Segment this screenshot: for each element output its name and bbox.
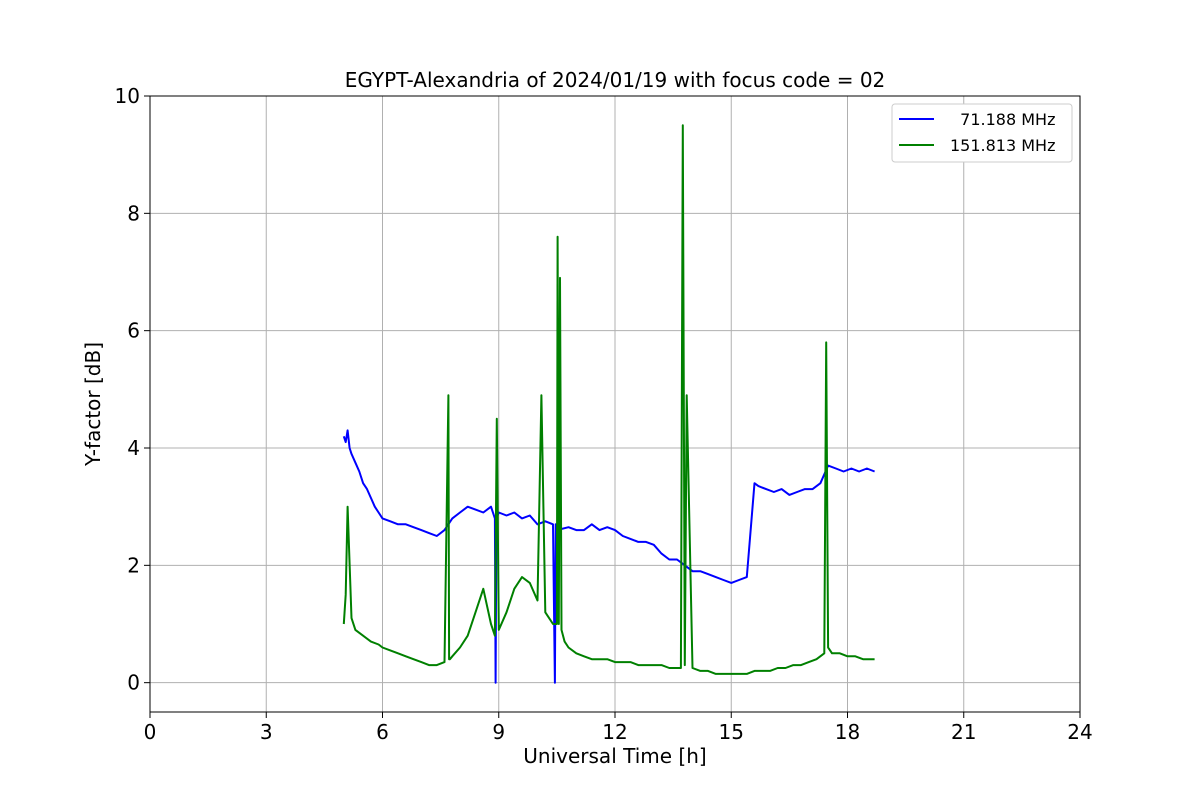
- x-tick-label: 15: [719, 720, 744, 744]
- legend: 71.188 MHz 151.813 MHz: [891, 103, 1073, 163]
- x-tick-label: 12: [602, 720, 627, 744]
- y-tick-label: 8: [127, 201, 140, 225]
- y-tick-label: 0: [127, 671, 140, 695]
- x-tick-label: 9: [492, 720, 505, 744]
- series-line-2: [342, 124, 875, 675]
- x-tick-label: 18: [835, 720, 860, 744]
- legend-label-2: 151.813 MHz: [950, 136, 1055, 155]
- chart-title: EGYPT-Alexandria of 2024/01/19 with focu…: [345, 68, 886, 92]
- y-tick-label: 2: [127, 553, 140, 577]
- grid: [149, 95, 1081, 712]
- y-axis-label: Y-factor [dB]: [81, 342, 105, 467]
- x-tick-label: 24: [1067, 720, 1092, 744]
- x-tick-label: 3: [260, 720, 273, 744]
- series-line-1: [342, 429, 875, 684]
- x-axis-ticks: 0 3 6 9 12 15 18 21 24: [144, 712, 1093, 744]
- x-tick-label: 6: [376, 720, 389, 744]
- legend-label-1: 71.188 MHz: [950, 110, 1055, 129]
- y-tick-label: 4: [127, 436, 140, 460]
- series-layer: [342, 124, 875, 684]
- y-tick-label: 6: [127, 319, 140, 343]
- y-tick-label: 10: [115, 84, 140, 108]
- legend-box: [891, 103, 1073, 163]
- x-tick-label: 21: [951, 720, 976, 744]
- x-tick-label: 0: [144, 720, 157, 744]
- x-axis-label: Universal Time [h]: [523, 744, 706, 768]
- y-axis-ticks: 0 2 4 6 8 10: [115, 84, 150, 695]
